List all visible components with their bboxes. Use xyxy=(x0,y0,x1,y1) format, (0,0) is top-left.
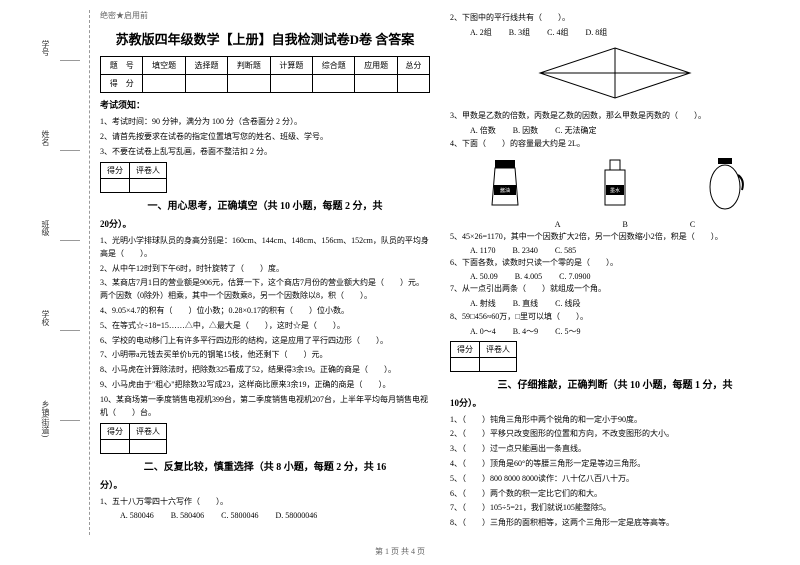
q3-8: 8、（ ）三角形的面积相等，这两个三角形一定是底等高等。 xyxy=(450,517,780,530)
svg-text:酱油: 酱油 xyxy=(500,187,510,194)
label-school: 学校 xyxy=(40,310,51,326)
label-class: 班级 xyxy=(40,220,51,236)
secret-label: 绝密★启用前 xyxy=(100,10,430,21)
section-2-title: 二、反复比较，慎重选择（共 8 小题，每题 2 分，共 16 xyxy=(100,458,430,473)
q3-4: 4、（ ）顶角是60°的等腰三角形一定是等边三角形。 xyxy=(450,458,780,471)
q3-5: 5、（ ）800 8000 8000读作：八十亿八百八十万。 xyxy=(450,473,780,486)
grader-table-1: 得分评卷人 xyxy=(100,162,167,193)
q2-3-opts: A. 倍数 B. 因数 C. 无法确定 xyxy=(470,125,780,136)
notice-3: 3、不要在试卷上乱写乱画，卷面不整洁扣 2 分。 xyxy=(100,146,430,158)
exam-title: 苏教版四年级数学【上册】自我检测试卷D卷 含答案 xyxy=(100,29,430,48)
q2-2: 2、下图中的平行线共有（ ）。 xyxy=(450,12,780,25)
q2-2-opts: A. 2组 B. 3组 C. 4组 D. 8组 xyxy=(470,27,780,38)
q1-9: 9、小马虎由于"粗心"把除数32写成23，这样商比原来3余19，正确的商是（ ）… xyxy=(100,379,430,392)
q1-10: 10、某商场第一季度销售电视机399台，第二季度销售电视机207台，上半年平均每… xyxy=(100,394,430,420)
th-calc: 计算题 xyxy=(270,57,312,75)
q1-6: 6、学校的电动移门上有许多平行四边形的结构，这是应用了平行四边形（ ）。 xyxy=(100,335,430,348)
svg-text:墨水: 墨水 xyxy=(610,187,620,194)
q2-7: 7、从一点引出两条（ ）就组成一个角。 xyxy=(450,283,780,296)
q1-5: 5、在等式☆÷18=15……△中，△最大是（ ），这时☆是（ ）。 xyxy=(100,320,430,333)
section-1-cont: 20分）。 xyxy=(100,217,430,230)
q1-3: 3、某商店7月1日的营业额是906元，估算一下，这个商店7月份的营业额大约是（ … xyxy=(100,277,430,303)
td-score: 得 分 xyxy=(101,75,143,93)
q2-5-opts: A. 1170 B. 2340 C. 585 xyxy=(470,246,780,255)
q2-6-opts: A. 50.09 B. 4.005 C. 7.0900 xyxy=(470,272,780,281)
q2-4: 4、下面（ ）的容量最大约是 2L。 xyxy=(450,138,780,151)
q1-1: 1、光明小学排球队员的身高分别是：160cm、144cm、148cm、156cm… xyxy=(100,235,430,261)
bottle-a: 酱油 xyxy=(480,155,530,215)
th-num: 题 号 xyxy=(101,57,143,75)
section-2-cont: 分）。 xyxy=(100,478,430,491)
q3-1: 1、（ ）钝角三角形中两个锐角的和一定小于90度。 xyxy=(450,414,780,427)
q2-8-opts: A. 0～4 B. 4～9 C. 5～9 xyxy=(470,326,780,337)
label-id: 学号 xyxy=(40,40,51,56)
q2-6: 6、下面各数，读数时只读一个零的是（ ）。 xyxy=(450,257,780,270)
grader-table-2: 得分评卷人 xyxy=(100,423,167,454)
th-fill: 填空题 xyxy=(143,57,185,75)
q3-3: 3、（ ）过一点只能画出一条直线。 xyxy=(450,443,780,456)
notice-title: 考试须知： xyxy=(100,98,430,111)
q3-7: 7、（ ）105÷5=21，我们就说105能整除5。 xyxy=(450,502,780,515)
th-choice: 选择题 xyxy=(185,57,227,75)
q2-1-opts: A. 580046 B. 580406 C. 5800046 D. 580000… xyxy=(120,511,430,520)
q2-8: 8、59□456≈60万，□里可以填（ ）。 xyxy=(450,311,780,324)
bottle-c xyxy=(700,155,750,215)
bottle-labels: A B C xyxy=(470,220,780,229)
q2-3: 3、甲数是乙数的倍数，丙数是乙数的因数，那么甲数是丙数的（ ）。 xyxy=(450,110,780,123)
q1-2: 2、从中午12时到下午6时，时针旋转了（ ）度。 xyxy=(100,263,430,276)
th-total: 总分 xyxy=(397,57,429,75)
score-table: 题 号 填空题 选择题 判断题 计算题 综合题 应用题 总分 得 分 xyxy=(100,56,430,93)
q1-7: 7、小明带a元钱去买单价b元的钢笔15枝，他还剩下（ ）元。 xyxy=(100,349,430,362)
notice-1: 1、考试时间：90 分钟，满分为 100 分（含卷面分 2 分）。 xyxy=(100,116,430,128)
q2-1: 1、五十八万零四十六写作（ ）。 xyxy=(100,496,430,509)
q1-4: 4、9.05×4.7的积有（ ）位小数；0.28×0.17的积有（ ）位小数。 xyxy=(100,305,430,318)
th-app: 应用题 xyxy=(355,57,397,75)
q3-2: 2、（ ）平移只改变图形的位置和方向，不改变图形的大小。 xyxy=(450,428,780,441)
q1-8: 8、小马虎在计算除法时，把除数325看成了52，结果得3余19。正确的商是（ ）… xyxy=(100,364,430,377)
notice-2: 2、请首先按要求在试卷的指定位置填写您的姓名、班级、学号。 xyxy=(100,131,430,143)
diamond-figure xyxy=(450,43,780,105)
page-footer: 第 1 页 共 4 页 xyxy=(0,546,800,557)
bottle-b: 墨水 xyxy=(590,155,640,215)
left-column: 绝密★启用前 苏教版四年级数学【上册】自我检测试卷D卷 含答案 题 号 填空题 … xyxy=(100,10,430,532)
section-3-title: 三、仔细推敲，正确判断（共 10 小题，每题 1 分，共 xyxy=(450,376,780,391)
q2-7-opts: A. 射线 B. 直线 C. 线段 xyxy=(470,298,780,309)
q3-6: 6、（ ）两个数的积一定比它们的和大。 xyxy=(450,488,780,501)
section-1-title: 一、用心思考，正确填空（共 10 小题，每题 2 分，共 xyxy=(100,197,430,212)
right-column: 2、下图中的平行线共有（ ）。 A. 2组 B. 3组 C. 4组 D. 8组 … xyxy=(450,10,780,532)
label-town: 乡镇(街道) xyxy=(40,400,51,437)
section-3-cont: 10分）。 xyxy=(450,396,780,409)
label-name: 姓名 xyxy=(40,130,51,146)
th-judge: 判断题 xyxy=(228,57,270,75)
binding-area: 学号 姓名 班级 学校 乡镇(街道) xyxy=(35,10,90,535)
grader-table-3: 得分评卷人 xyxy=(450,341,517,372)
bottle-figures: 酱油 墨水 xyxy=(450,155,780,215)
th-comp: 综合题 xyxy=(313,57,355,75)
q2-5: 5、45×26=1170，其中一个因数扩大2倍，另一个因数缩小2倍，积是（ ）。 xyxy=(450,231,780,244)
